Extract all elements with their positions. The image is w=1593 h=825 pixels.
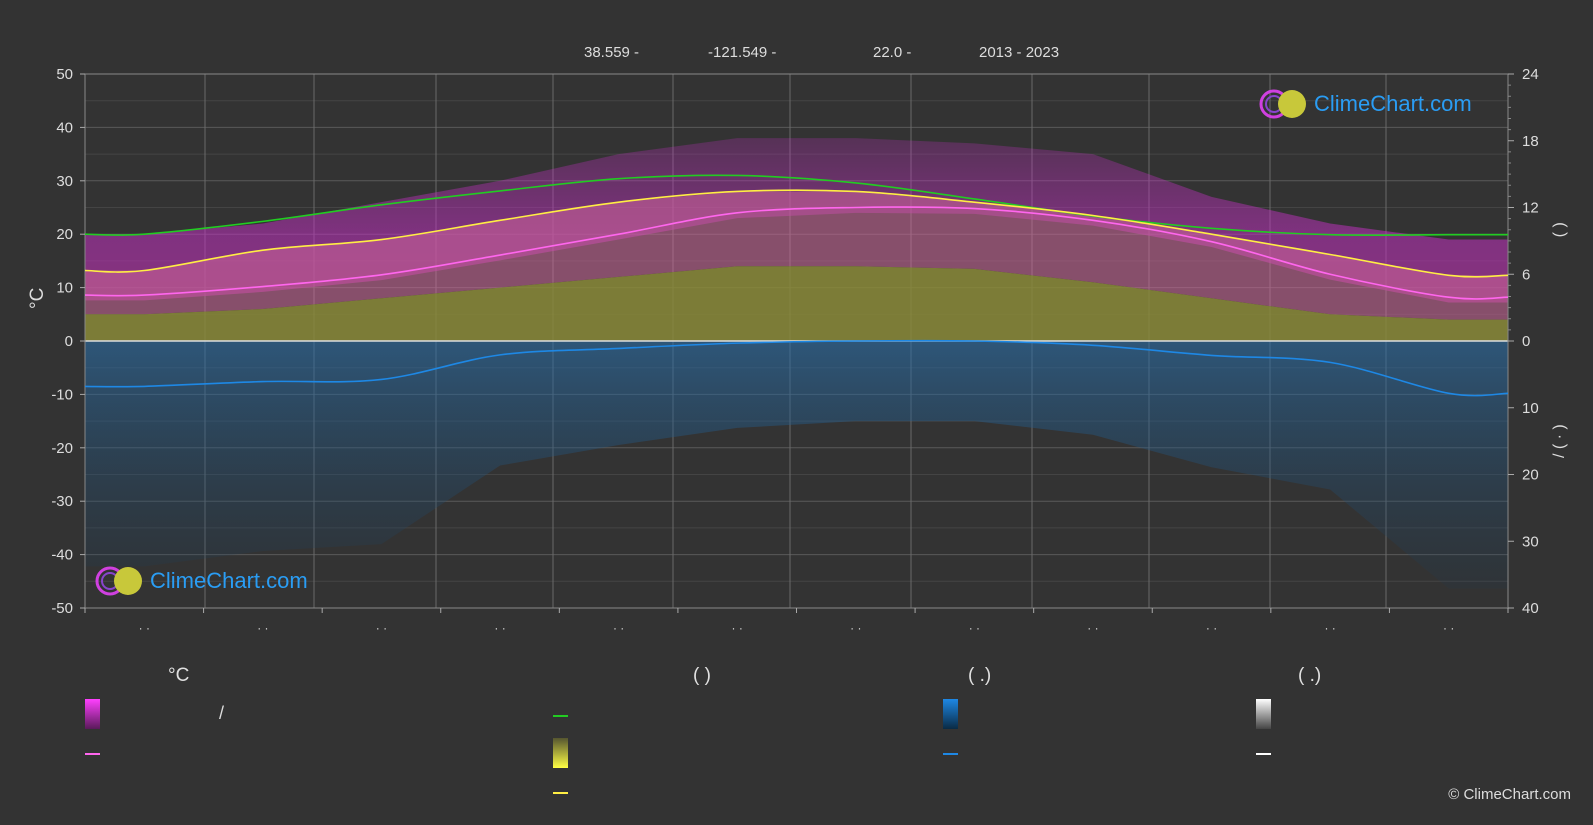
legend-snow-heading: ( .) (1298, 665, 1322, 686)
right-tick-label-top: 0 (1522, 333, 1530, 350)
legend-swatch-temp-range (85, 699, 100, 729)
right-tick-label-bottom: 30 (1522, 533, 1539, 550)
sunshine-band (85, 266, 1508, 341)
right-tick-label-bottom: 40 (1522, 600, 1539, 617)
x-tick-label: · · (613, 621, 624, 635)
logo-text: ClimeChart.com (1314, 91, 1472, 116)
left-tick-label: -20 (51, 440, 73, 457)
right-tick-label-top: 12 (1522, 200, 1539, 217)
logo-text: ClimeChart.com (150, 568, 308, 593)
left-tick-label: -40 (51, 547, 73, 564)
x-tick-label: · · (494, 621, 505, 635)
left-tick-label: 40 (56, 119, 73, 136)
legend-swatch-snow (1256, 753, 1271, 755)
header-elevation: 22.0 - (873, 44, 912, 61)
x-tick-label: · · (139, 621, 150, 635)
left-tick-label: -50 (51, 600, 73, 617)
legend-rain-heading: ( .) (968, 665, 992, 686)
left-tick-label: 20 (56, 226, 73, 243)
x-tick-label: · · (257, 621, 268, 635)
header-latitude: 38.559 - (584, 44, 640, 61)
temp-avg-band (85, 191, 1508, 320)
x-tick-label: · · (850, 621, 861, 635)
legend-swatch-tavg (85, 753, 100, 755)
x-tick-label: · · (1443, 621, 1454, 635)
legend-temperature-heading: °C (168, 665, 190, 686)
series-line-precip (84, 339, 1509, 397)
logo-bottom[interactable]: ClimeChart.com (94, 563, 308, 599)
logo-top[interactable]: ClimeChart.com (1258, 86, 1472, 122)
legend-swatch-sunshine-band (553, 738, 568, 768)
right-axis-label-bottom: / ( · ) (1551, 424, 1568, 458)
copyright: © ClimeChart.com (1448, 786, 1571, 803)
left-tick-label: 0 (65, 333, 73, 350)
left-tick-label: 50 (56, 66, 73, 83)
x-tick-label: · · (732, 621, 743, 635)
legend-swatch-daylight (553, 715, 568, 717)
series-line-sunshine (84, 189, 1509, 278)
left-axis-label: °C (27, 288, 48, 309)
right-tick-label-top: 6 (1522, 266, 1530, 283)
left-tick-label: 30 (56, 173, 73, 190)
x-tick-label: · · (1324, 621, 1335, 635)
precip-band (85, 341, 1508, 589)
x-tick-label: · · (1087, 621, 1098, 635)
logo-icon (95, 566, 142, 596)
legend-swatch-snow-band (1256, 699, 1271, 729)
series-line-tavg (84, 206, 1509, 300)
right-axis-label-top: ( ) (1551, 222, 1568, 237)
legend-text-temp-range: / (219, 703, 225, 723)
right-tick-label-bottom: 20 (1522, 467, 1539, 484)
x-tick-label: · · (1206, 621, 1217, 635)
left-tick-label: -10 (51, 386, 73, 403)
right-tick-label-top: 18 (1522, 133, 1539, 150)
left-tick-label: 10 (56, 280, 73, 297)
x-tick-label: · · (969, 621, 980, 635)
logo-icon (1259, 89, 1306, 119)
legend-swatch-rain-band (943, 699, 958, 729)
series-line-daylight (84, 174, 1508, 237)
x-tick-label: · · (376, 621, 387, 635)
right-tick-label-top: 24 (1522, 66, 1539, 83)
legend-swatch-sunshine (553, 792, 568, 794)
header-years: 2013 - 2023 (979, 44, 1060, 61)
header-longitude: -121.549 - (708, 44, 777, 61)
legend-sun-heading: ( ) (693, 665, 711, 686)
legend-swatch-rain (943, 753, 958, 755)
left-tick-label: -30 (51, 493, 73, 510)
right-tick-label-bottom: 10 (1522, 400, 1539, 417)
